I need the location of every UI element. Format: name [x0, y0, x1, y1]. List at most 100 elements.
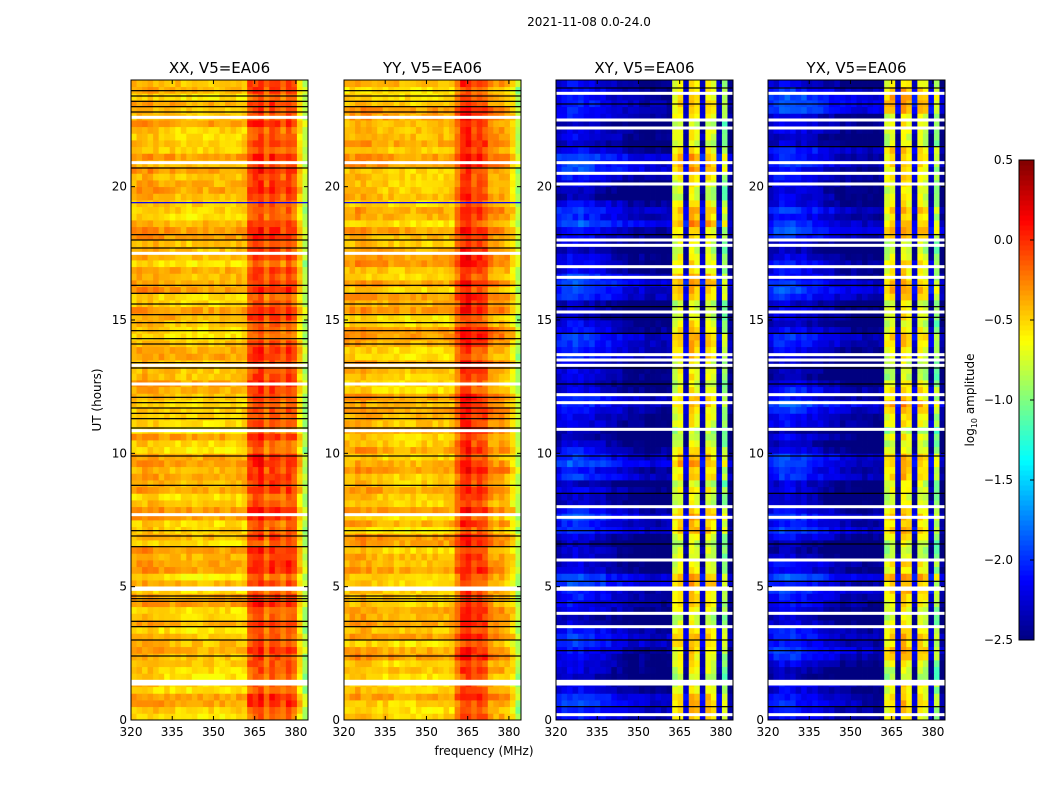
heatmap-cell: [280, 687, 286, 694]
heatmap-cell: [455, 580, 461, 587]
heatmap-cell: [416, 440, 422, 447]
heatmap-cell: [137, 373, 143, 380]
heatmap-cell: [170, 373, 176, 380]
heatmap-cell: [197, 240, 203, 247]
heatmap-cell: [220, 673, 226, 680]
heatmap-cell: [197, 567, 203, 574]
heatmap-cell: [291, 207, 297, 214]
flagged-row: [131, 364, 308, 367]
heatmap-cell: [170, 640, 176, 647]
heatmap-cell: [449, 420, 455, 427]
heatmap-cell: [280, 140, 286, 147]
heatmap-cell: [214, 347, 220, 354]
heatmap-cell: [477, 673, 483, 680]
heatmap-cell: [159, 420, 165, 427]
heatmap-cell: [159, 707, 165, 714]
heatmap-cell: [499, 613, 505, 620]
heatmap-cell: [236, 627, 242, 634]
heatmap-cell: [208, 260, 214, 267]
heatmap-cell: [225, 567, 231, 574]
heatmap-cell: [264, 487, 270, 494]
heatmap-cell: [433, 713, 439, 720]
heatmap-cell: [175, 460, 181, 467]
heatmap-cell: [399, 447, 405, 454]
heatmap-cell: [214, 647, 220, 654]
heatmap-cell: [344, 627, 350, 634]
heatmap-cell: [355, 633, 361, 640]
heatmap-cell: [438, 687, 444, 694]
heatmap-cell: [405, 687, 411, 694]
heatmap-cell: [214, 627, 220, 634]
heatmap-cell: [137, 573, 143, 580]
heatmap-cell: [170, 353, 176, 360]
heatmap-cell: [214, 567, 220, 574]
heatmap-cell: [258, 433, 264, 440]
heatmap-cell: [247, 227, 253, 234]
heatmap-cell: [355, 593, 361, 600]
heatmap-cell: [388, 433, 394, 440]
heatmap-cell: [258, 200, 264, 207]
heatmap-cell: [253, 580, 259, 587]
heatmap-cell: [297, 207, 303, 214]
heatmap-cell: [372, 693, 378, 700]
heatmap-cell: [444, 573, 450, 580]
heatmap-cell: [504, 373, 510, 380]
heatmap-cell: [482, 660, 488, 667]
heatmap-cell: [449, 553, 455, 560]
heatmap-cell: [220, 173, 226, 180]
heatmap-cell: [197, 640, 203, 647]
heatmap-cell: [366, 400, 372, 407]
heatmap-cell: [203, 540, 209, 547]
heatmap-cell: [159, 467, 165, 474]
heatmap-cell: [231, 140, 237, 147]
heatmap-cell: [225, 413, 231, 420]
heatmap-cell: [482, 713, 488, 720]
heatmap-cell: [170, 173, 176, 180]
heatmap-cell: [214, 180, 220, 187]
heatmap-cell: [197, 107, 203, 114]
heatmap-cell: [377, 707, 383, 714]
heatmap-cell: [131, 647, 137, 654]
heatmap-cell: [197, 173, 203, 180]
heatmap-cell: [383, 400, 389, 407]
heatmap-cell: [286, 480, 292, 487]
heatmap-cell: [449, 700, 455, 707]
heatmap-cell: [258, 640, 264, 647]
heatmap-cell: [231, 107, 237, 114]
heatmap-cell: [214, 307, 220, 314]
heatmap-cell: [197, 180, 203, 187]
heatmap-cell: [197, 673, 203, 680]
heatmap-cell: [280, 647, 286, 654]
heatmap-cell: [264, 660, 270, 667]
heatmap-cell: [350, 567, 356, 574]
heatmap-cell: [297, 660, 303, 667]
heatmap-cell: [477, 400, 483, 407]
heatmap-cell: [488, 413, 494, 420]
heatmap-cell: [455, 440, 461, 447]
heatmap-cell: [466, 700, 472, 707]
heatmap-cell: [416, 460, 422, 467]
heatmap-cell: [153, 93, 159, 100]
heatmap-cell: [242, 420, 248, 427]
heatmap-cell: [286, 460, 292, 467]
heatmap-cell: [280, 667, 286, 674]
heatmap-cell: [197, 207, 203, 214]
heatmap-cell: [427, 440, 433, 447]
heatmap-cell: [131, 147, 137, 154]
heatmap-cell: [280, 80, 286, 87]
heatmap-cell: [192, 493, 198, 500]
heatmap-cell: [137, 640, 143, 647]
heatmap-cell: [449, 667, 455, 674]
heatmap-cell: [344, 507, 350, 514]
panel-title: XX, V5=EA06: [169, 59, 270, 77]
heatmap-cell: [192, 140, 198, 147]
heatmap-cell: [142, 533, 148, 540]
heatmap-cell: [142, 480, 148, 487]
heatmap-cell: [433, 467, 439, 474]
heatmap-cell: [493, 593, 499, 600]
heatmap-cell: [170, 413, 176, 420]
heatmap-cell: [186, 707, 192, 714]
heatmap-cell: [242, 193, 248, 200]
heatmap-cell: [186, 387, 192, 394]
heatmap-cell: [394, 460, 400, 467]
